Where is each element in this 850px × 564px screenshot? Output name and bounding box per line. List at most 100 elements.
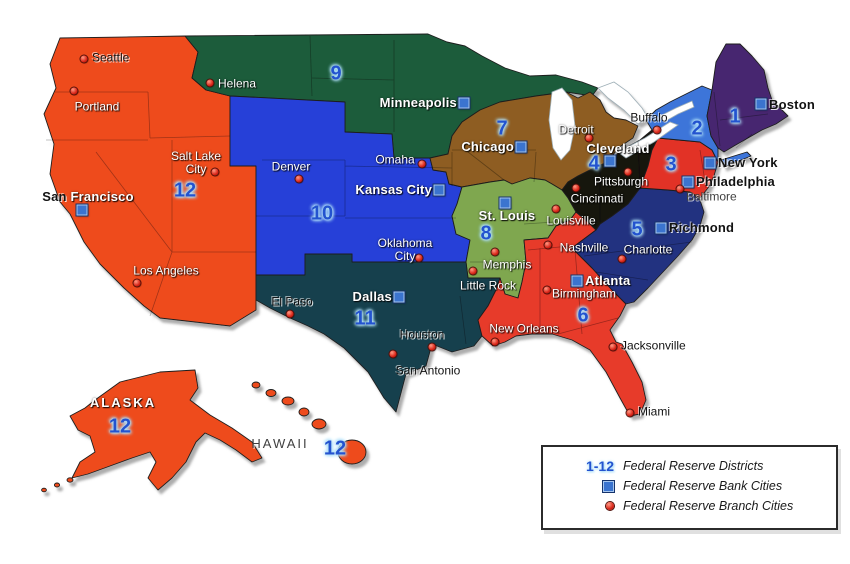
branch-city-label-little-rock: Little Rock xyxy=(459,278,517,293)
branch-city-marker-charlotte xyxy=(618,255,626,263)
district-number-12: 12 xyxy=(173,179,197,202)
aleutian-island xyxy=(66,477,74,483)
aleutian-island xyxy=(53,482,61,488)
alaska-region xyxy=(69,369,263,491)
map-land xyxy=(41,33,789,493)
aleutian-island xyxy=(41,487,47,493)
hawaii-island xyxy=(311,418,327,430)
district-number-5: 5 xyxy=(631,218,643,241)
bank-city-marker-kansas-city xyxy=(433,184,445,196)
bank-city-label-chicago: Chicago xyxy=(461,138,514,154)
branch-city-marker-louisville xyxy=(552,205,560,213)
branch-city-marker-memphis xyxy=(491,248,499,256)
lake-erie xyxy=(617,121,679,159)
branch-city-label-memphis: Memphis xyxy=(482,257,532,272)
bank-city-label-new-york: New York xyxy=(718,154,778,170)
district-11-dallas-region xyxy=(255,253,501,413)
bank-city-label-boston: Boston xyxy=(769,96,815,112)
hawaii-island xyxy=(251,381,261,389)
branch-city-marker-san-antonio xyxy=(389,350,397,358)
legend-row-districts: 1-12 Federal Reserve Districts xyxy=(543,456,836,476)
branch-city-label-buffalo: Buffalo xyxy=(630,110,668,125)
branch-city-marker-portland xyxy=(70,87,78,95)
bank-city-label-philadelphia: Philadelphia xyxy=(696,173,775,189)
district-number-6: 6 xyxy=(577,304,589,327)
district-number-3: 3 xyxy=(665,153,677,176)
district-number-12: 12 xyxy=(323,437,347,460)
branch-city-label-birmingham: Birmingham xyxy=(551,286,617,301)
hawaii-big-island xyxy=(337,439,367,465)
state-borders xyxy=(46,35,769,345)
branch-city-label-oklahoma-city: Oklahoma City xyxy=(377,235,433,263)
legend-branch-text: Federal Reserve Branch Cities xyxy=(623,499,794,513)
branch-city-marker-baltimore xyxy=(676,185,684,193)
bank-city-label-richmond: Richmond xyxy=(669,219,735,235)
long-island-region xyxy=(720,151,752,168)
branch-city-label-charlotte: Charlotte xyxy=(623,242,673,257)
branch-city-label-miami: Miami xyxy=(638,404,670,419)
branch-city-marker-houston xyxy=(428,343,436,351)
district-number-11: 11 xyxy=(354,307,376,330)
bank-city-label-minneapolis: Minneapolis xyxy=(379,94,457,110)
branch-city-label-san-antonio: San Antonio xyxy=(395,363,461,378)
legend-row-bank-cities: Federal Reserve Bank Cities xyxy=(543,476,836,496)
branch-city-label-cincinnati: Cincinnati xyxy=(570,191,624,206)
branch-city-label-new-orleans: New Orleans xyxy=(489,321,559,336)
district-1-boston-region xyxy=(706,43,789,153)
bank-city-label-kansas-city: Kansas City xyxy=(355,181,432,197)
bank-city-marker-cleveland xyxy=(604,155,616,167)
lake-ontario xyxy=(659,100,695,123)
hawaii-island xyxy=(298,407,310,417)
legend: 1-12 Federal Reserve Districts Federal R… xyxy=(541,445,838,530)
branch-city-marker-buffalo xyxy=(653,126,661,134)
bank-city-marker-richmond xyxy=(655,222,667,234)
district-number-4: 4 xyxy=(588,152,600,175)
lake-huron xyxy=(597,81,649,125)
branch-city-label-omaha: Omaha xyxy=(375,152,415,167)
bank-city-marker-san-francisco xyxy=(76,204,88,216)
branch-city-marker-salt-lake-city xyxy=(211,168,219,176)
branch-city-label-denver: Denver xyxy=(271,159,311,174)
legend-districts-range: 1-12 xyxy=(585,458,614,474)
branch-city-marker-jacksonville xyxy=(609,343,617,351)
branch-city-marker-detroit xyxy=(585,134,593,142)
district-number-7: 7 xyxy=(496,117,508,140)
branch-city-dot-icon xyxy=(606,502,614,510)
branch-city-marker-miami xyxy=(626,409,634,417)
branch-city-label-houston: Houston xyxy=(399,327,445,342)
hawaii-island xyxy=(281,396,295,406)
branch-city-label-jacksonville: Jacksonville xyxy=(621,338,686,353)
bank-city-marker-chicago xyxy=(515,141,527,153)
legend-districts-text: Federal Reserve Districts xyxy=(623,459,764,473)
district-number-1: 1 xyxy=(729,105,741,128)
lake-michigan xyxy=(548,87,576,161)
branch-city-label-el-paso: El Paso xyxy=(271,294,313,309)
branch-city-label-louisville: Louisville xyxy=(546,213,596,228)
branch-city-label-pittsburgh: Pittsburgh xyxy=(593,174,649,189)
branch-city-marker-birmingham xyxy=(543,286,551,294)
branch-city-label-detroit: Detroit xyxy=(558,122,594,137)
bank-city-marker-minneapolis xyxy=(458,97,470,109)
branch-city-marker-helena xyxy=(206,79,214,87)
legend-branch-icon-cell xyxy=(543,502,623,510)
branch-city-marker-cincinnati xyxy=(572,184,580,192)
bank-city-label-atlanta: Atlanta xyxy=(585,272,631,288)
branch-city-label-baltimore: Baltimore xyxy=(686,189,737,204)
bank-city-label-dallas: Dallas xyxy=(352,288,392,304)
bank-city-label-san-francisco: San Francisco xyxy=(42,188,134,204)
legend-bank-text: Federal Reserve Bank Cities xyxy=(623,479,783,493)
branch-city-marker-nashville xyxy=(544,241,552,249)
bank-city-marker-philadelphia xyxy=(682,176,694,188)
branch-city-label-portland: Portland xyxy=(74,99,120,114)
bank-city-marker-dallas xyxy=(393,291,405,303)
bank-city-square-icon xyxy=(603,480,614,492)
branch-city-marker-new-orleans xyxy=(491,338,499,346)
bank-city-marker-new-york xyxy=(704,157,716,169)
branch-city-marker-el-paso xyxy=(286,310,294,318)
district-number-2: 2 xyxy=(691,117,703,140)
branch-city-label-helena: Helena xyxy=(218,76,257,91)
legend-row-branch-cities: Federal Reserve Branch Cities xyxy=(543,496,836,516)
branch-city-marker-denver xyxy=(295,175,303,183)
